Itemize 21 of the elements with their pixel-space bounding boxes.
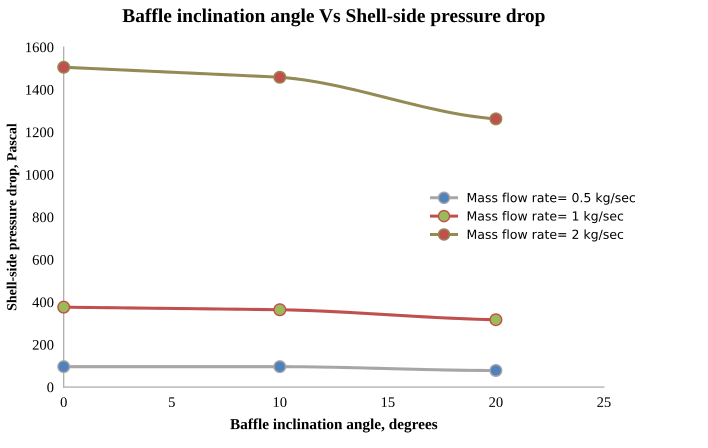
x-axis-title: Baffle inclination angle, degrees [230, 418, 438, 432]
y-tick-label: 600 [32, 254, 54, 265]
y-tick-label: 1000 [26, 170, 54, 180]
x-tick-label: 25 [597, 397, 611, 408]
legend-label: Mass flow rate= 2 kg/sec [468, 229, 624, 242]
y-tick-label: 1400 [26, 84, 54, 95]
x-tick-label: 5 [168, 397, 175, 408]
y-tick-label: 800 [32, 212, 54, 222]
y-tick-label: 1600 [26, 42, 54, 52]
x-tick-label: 0 [60, 397, 67, 408]
y-axis-title: Shell-side pressure drop, Pascal [6, 124, 20, 310]
y-tick-label: 0 [47, 382, 54, 392]
x-tick-label: 10 [274, 397, 287, 408]
x-tick-label: 15 [382, 397, 395, 408]
legend-label: Mass flow rate= 0.5 kg/sec [468, 192, 636, 205]
x-tick-label: 20 [489, 397, 503, 408]
y-tick-label: 400 [32, 297, 54, 308]
y-tick-label: 1200 [26, 127, 54, 138]
y-tick-label: 200 [32, 340, 54, 350]
chart-title: Baffle inclination angle Vs Shell-side pressure drop [122, 8, 545, 26]
legend-label: Mass flow rate= 1 kg/sec [468, 211, 624, 224]
